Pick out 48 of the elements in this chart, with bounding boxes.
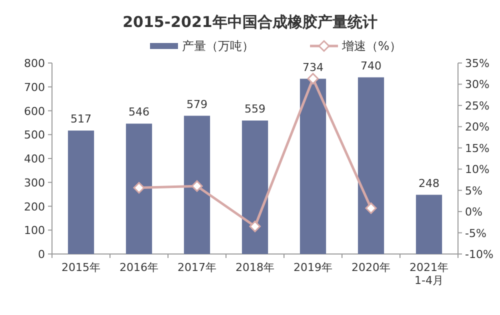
x-tick-label: 2021年 1-4月 (410, 261, 448, 288)
y-tick-label: 800 (24, 57, 45, 70)
data-label: 546 (128, 106, 150, 119)
data-label: 740 (360, 59, 382, 72)
y-tick-label: 500 (24, 128, 45, 142)
y2-tick-label: 15% (465, 142, 490, 155)
point (191, 180, 203, 192)
bar (300, 78, 326, 254)
y2-tick-label: -5% (465, 226, 486, 240)
data-label: 559 (244, 102, 266, 116)
x-tick-label: 2018年 (236, 261, 274, 274)
bar (416, 194, 442, 254)
y2-tick-label: -10% (465, 248, 494, 261)
y-tick-label: 300 (24, 176, 45, 190)
legend-label: 产量（万吨） (182, 39, 254, 53)
y-tick-label: 600 (24, 104, 45, 118)
y2-tick-label: 0% (465, 206, 482, 219)
bar (242, 120, 268, 254)
y-tick-label: 400 (24, 152, 45, 166)
x-tick-label: 2015年 (62, 261, 100, 274)
y-tick-label: 100 (24, 224, 45, 238)
y2-tick-label: 5% (465, 184, 482, 198)
y-tick-label: 700 (24, 80, 45, 94)
y2-tick-label: 30% (465, 78, 490, 92)
chart-title: 2015-2021年中国合成橡胶产量统计 (122, 13, 378, 31)
data-label: 248 (418, 176, 440, 190)
bar (68, 130, 94, 254)
point (133, 182, 145, 194)
y-tick-label: 200 (24, 200, 45, 214)
bar (126, 124, 152, 254)
x-tick-label: 2017年 (178, 261, 216, 274)
point (307, 72, 319, 84)
y2-tick-label: 10% (465, 163, 490, 176)
point (365, 202, 377, 214)
point (249, 220, 261, 232)
legend-label: 增速（%） (341, 39, 402, 53)
y2-tick-label: 20% (465, 120, 490, 134)
y-tick-label: 0 (38, 248, 45, 261)
x-tick-label: 2020年 (352, 261, 390, 274)
data-label: 734 (302, 60, 324, 74)
y2-tick-label: 25% (465, 99, 490, 112)
x-tick-label: 2019年 (294, 261, 332, 274)
bar (184, 116, 210, 254)
bar (358, 77, 384, 254)
x-tick-label: 2016年 (120, 261, 158, 274)
data-label: 517 (70, 112, 92, 126)
y2-tick-label: 35% (465, 57, 490, 70)
data-label: 579 (186, 98, 208, 111)
